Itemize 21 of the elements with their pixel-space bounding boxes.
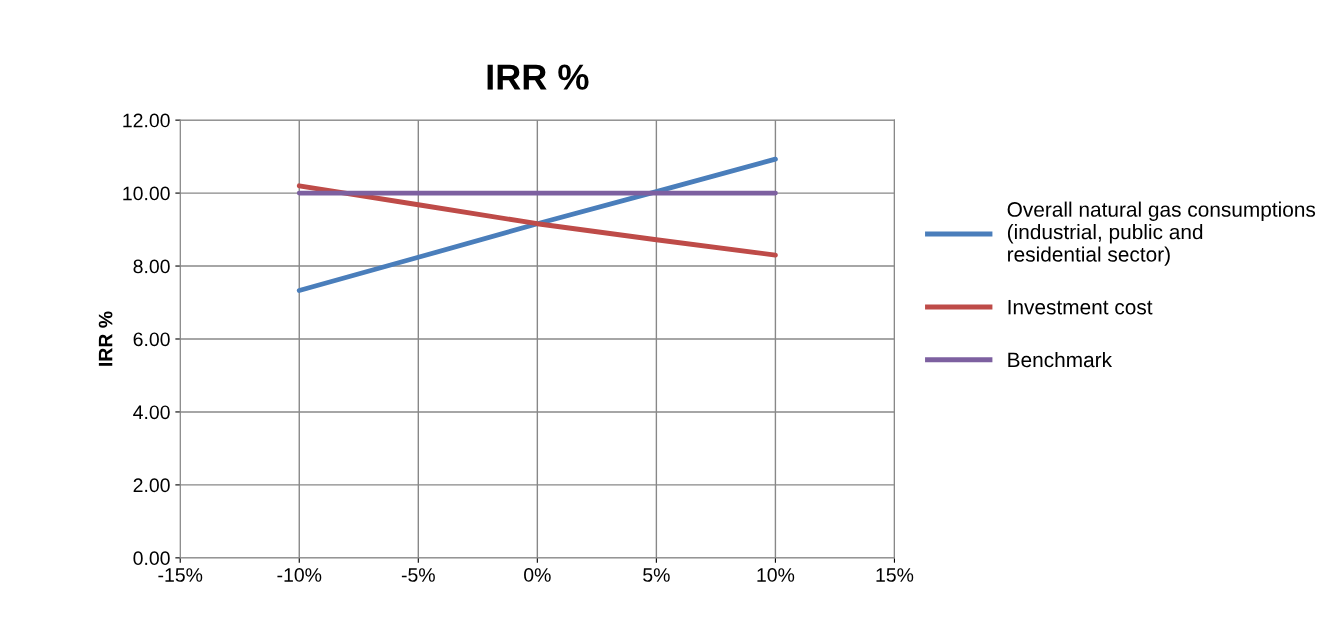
y-tick-label: 6.00 <box>133 332 170 347</box>
x-tick-label: 10% <box>757 568 795 582</box>
x-tick-label: -15% <box>158 568 203 582</box>
legend-label: Benchmark <box>1008 351 1113 368</box>
y-tick-label: 2.00 <box>133 478 170 493</box>
chart-title: IRR % <box>487 64 589 90</box>
y-tick-label: 8.00 <box>133 259 170 274</box>
line-series <box>296 183 778 258</box>
line-series <box>296 156 778 293</box>
x-tick-label: 0% <box>524 568 551 582</box>
x-tick-label: -10% <box>277 568 322 582</box>
legend-label: Investment cost <box>1008 299 1153 315</box>
x-tick-label: 15% <box>876 568 914 582</box>
legend-label: Overall natural gas consumptions (industrial, public and residential sector) <box>1007 201 1316 266</box>
y-tick-label: 10.00 <box>123 186 170 201</box>
y-tick-label: 4.00 <box>133 405 170 420</box>
x-tick-label: -5% <box>401 568 435 582</box>
x-tick-label: 5% <box>643 568 670 582</box>
y-tick-label: 12.00 <box>123 113 170 128</box>
y-axis-title: IRR % <box>98 311 113 366</box>
y-tick-label: 0.00 <box>133 551 170 566</box>
